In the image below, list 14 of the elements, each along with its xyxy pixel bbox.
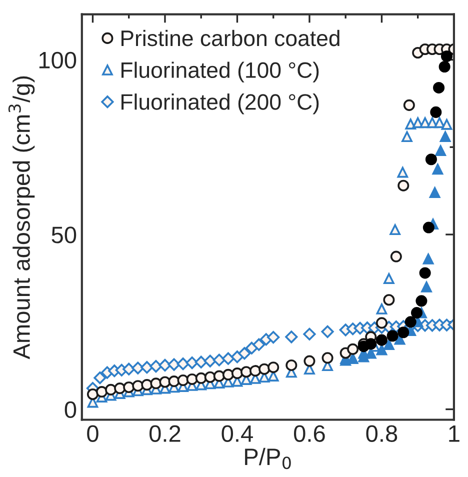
y-tick-label: 100 (39, 52, 76, 69)
y-axis-title: Amount adosorped (cm$^{3}$/g) (8, 76, 35, 360)
legend-label: Fluorinated (100 °C) (122, 62, 319, 82)
x-tick-label: 0 (87, 425, 98, 442)
legend-label: Pristine carbon coated (122, 30, 340, 46)
x-tick-label: 0.4 (222, 425, 253, 442)
x-tick-label: 0.8 (366, 425, 398, 442)
x-tick-label: 1 (449, 425, 460, 442)
x-axis-title: P/P$_{0}$ (245, 448, 291, 470)
legend-label: Fluorinated (200 °C) (122, 94, 319, 114)
x-tick-label: 0.2 (149, 425, 180, 442)
y-tick-label: 0 (64, 401, 76, 418)
y-tick-label: 50 (52, 226, 76, 244)
x-tick-label: 0.6 (294, 425, 325, 442)
